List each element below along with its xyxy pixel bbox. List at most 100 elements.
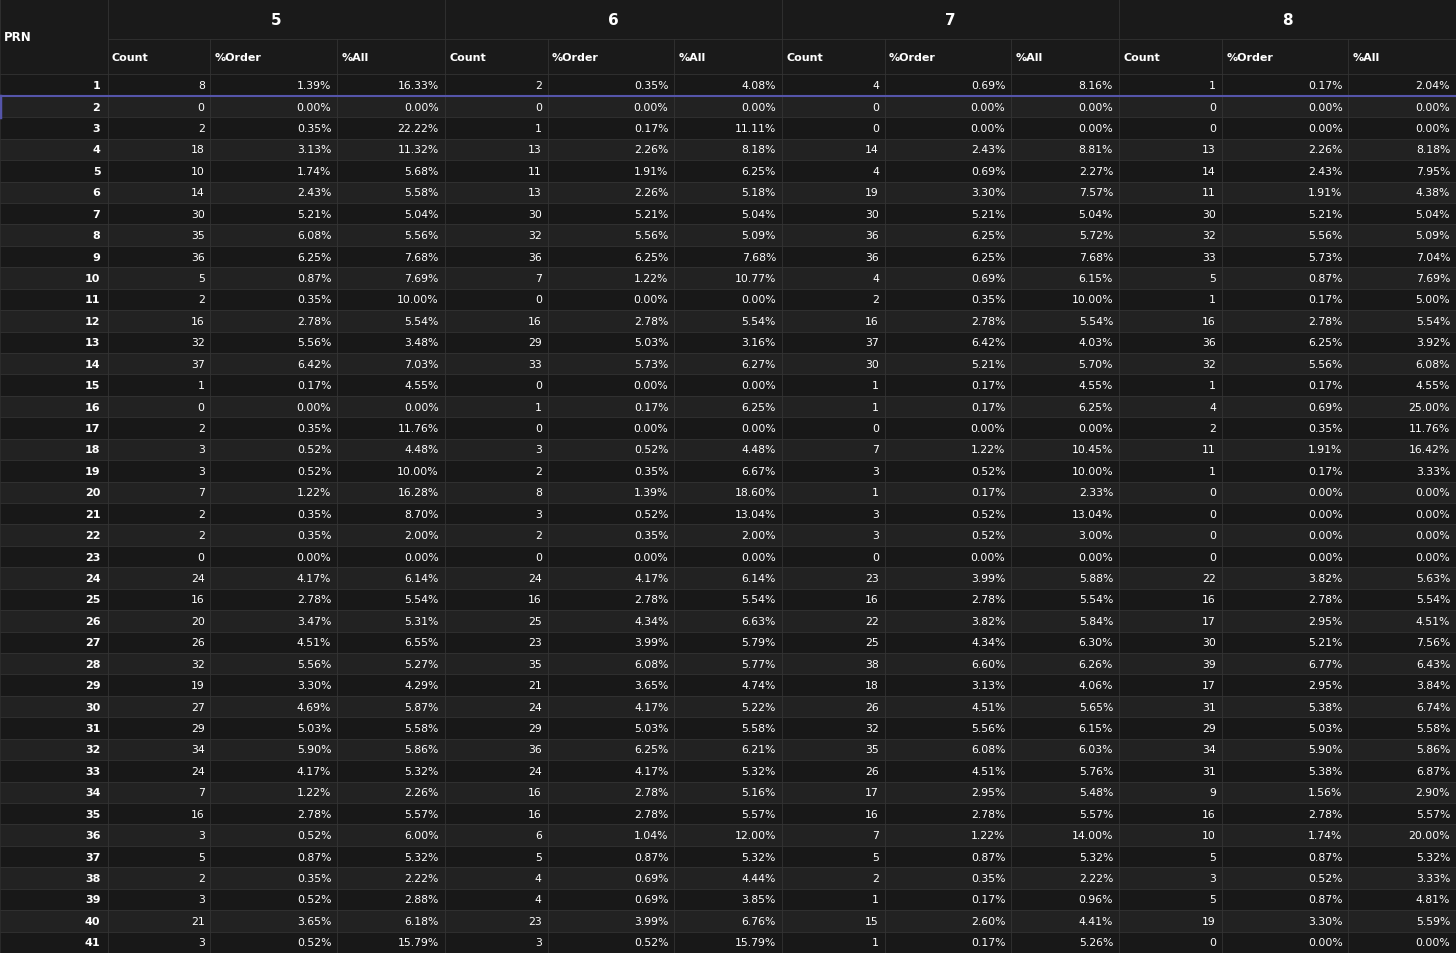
Text: 16: 16 (1203, 595, 1216, 605)
Text: 3: 3 (872, 531, 879, 540)
Bar (211, 417, 338, 439)
Bar (782, 460, 885, 482)
Bar (782, 161, 885, 182)
Text: 11.32%: 11.32% (397, 145, 438, 155)
Bar (108, 354, 211, 375)
Text: 0.87%: 0.87% (297, 274, 332, 284)
Bar (444, 375, 547, 396)
Bar (0, 375, 108, 396)
Text: 0.35%: 0.35% (633, 466, 668, 476)
Bar (1222, 354, 1348, 375)
Text: %Order: %Order (215, 52, 262, 63)
Text: 7: 7 (534, 274, 542, 284)
Text: 9: 9 (1208, 787, 1216, 798)
Text: 5.09%: 5.09% (1415, 231, 1450, 241)
Bar (782, 118, 885, 139)
Bar (0, 718, 108, 739)
Bar (1222, 482, 1348, 503)
Text: 3.84%: 3.84% (1415, 680, 1450, 690)
Text: 27: 27 (191, 701, 205, 712)
Bar (0, 632, 108, 654)
Bar (444, 503, 547, 525)
Bar (1348, 40, 1456, 75)
Bar (1222, 824, 1348, 846)
Text: 6.42%: 6.42% (971, 338, 1006, 348)
Text: 2: 2 (1208, 423, 1216, 434)
Bar (1012, 739, 1118, 760)
Bar (1118, 589, 1222, 611)
Bar (108, 439, 211, 460)
Text: 5.26%: 5.26% (1079, 938, 1112, 947)
Bar (782, 568, 885, 589)
Text: 0.00%: 0.00% (633, 295, 668, 305)
Bar (674, 589, 782, 611)
Text: 4: 4 (1208, 402, 1216, 412)
Bar (211, 718, 338, 739)
Bar (1118, 718, 1222, 739)
Text: 13: 13 (529, 188, 542, 198)
Bar (885, 247, 1012, 268)
Bar (885, 867, 1012, 889)
Text: 4: 4 (534, 873, 542, 883)
Bar (1222, 375, 1348, 396)
Text: 2.88%: 2.88% (405, 895, 438, 904)
Bar (782, 932, 885, 953)
Bar (1012, 311, 1118, 333)
Bar (211, 867, 338, 889)
Text: 7.68%: 7.68% (405, 253, 438, 262)
Bar (1118, 846, 1222, 867)
Text: 2.78%: 2.78% (1307, 809, 1342, 819)
Text: 2.78%: 2.78% (633, 787, 668, 798)
Bar (782, 417, 885, 439)
Bar (1222, 96, 1348, 118)
Text: 31: 31 (1203, 701, 1216, 712)
Bar (211, 503, 338, 525)
Text: 0.00%: 0.00% (297, 402, 332, 412)
Text: %Order: %Order (890, 52, 936, 63)
Bar (1348, 910, 1456, 932)
Text: 0.69%: 0.69% (1307, 402, 1342, 412)
Text: 5.31%: 5.31% (405, 617, 438, 626)
Bar (782, 482, 885, 503)
Bar (1118, 268, 1222, 290)
Bar (1222, 654, 1348, 675)
Text: 1.39%: 1.39% (633, 488, 668, 497)
Bar (444, 760, 547, 781)
Bar (885, 846, 1012, 867)
Text: 16: 16 (529, 809, 542, 819)
Text: 2.78%: 2.78% (633, 316, 668, 327)
Text: 0.35%: 0.35% (297, 423, 332, 434)
Text: 29: 29 (529, 723, 542, 733)
Text: 5.54%: 5.54% (741, 316, 776, 327)
Text: 30: 30 (84, 701, 100, 712)
Text: 6.87%: 6.87% (1415, 766, 1450, 776)
Text: 1: 1 (93, 81, 100, 91)
Text: 5.48%: 5.48% (1079, 787, 1112, 798)
Bar (338, 696, 444, 718)
Text: 36: 36 (191, 253, 205, 262)
Text: 14: 14 (1203, 167, 1216, 176)
Text: 5.22%: 5.22% (741, 701, 776, 712)
Text: 2.43%: 2.43% (297, 188, 332, 198)
Text: 1: 1 (198, 380, 205, 391)
Bar (338, 482, 444, 503)
Bar (885, 589, 1012, 611)
Text: 3.30%: 3.30% (1307, 916, 1342, 926)
Bar (0, 0, 108, 75)
Text: 1: 1 (1208, 295, 1216, 305)
Bar (1118, 354, 1222, 375)
Bar (547, 396, 674, 417)
Text: 6.26%: 6.26% (1079, 659, 1112, 669)
Text: 3.48%: 3.48% (405, 338, 438, 348)
Bar (108, 932, 211, 953)
Text: 32: 32 (1203, 231, 1216, 241)
Bar (1222, 781, 1348, 803)
Bar (338, 182, 444, 204)
Bar (0, 568, 108, 589)
Text: 16: 16 (191, 809, 205, 819)
Text: 5: 5 (872, 852, 879, 862)
Text: 0.00%: 0.00% (405, 552, 438, 562)
Bar (885, 482, 1012, 503)
Bar (1348, 139, 1456, 161)
Bar (885, 40, 1012, 75)
